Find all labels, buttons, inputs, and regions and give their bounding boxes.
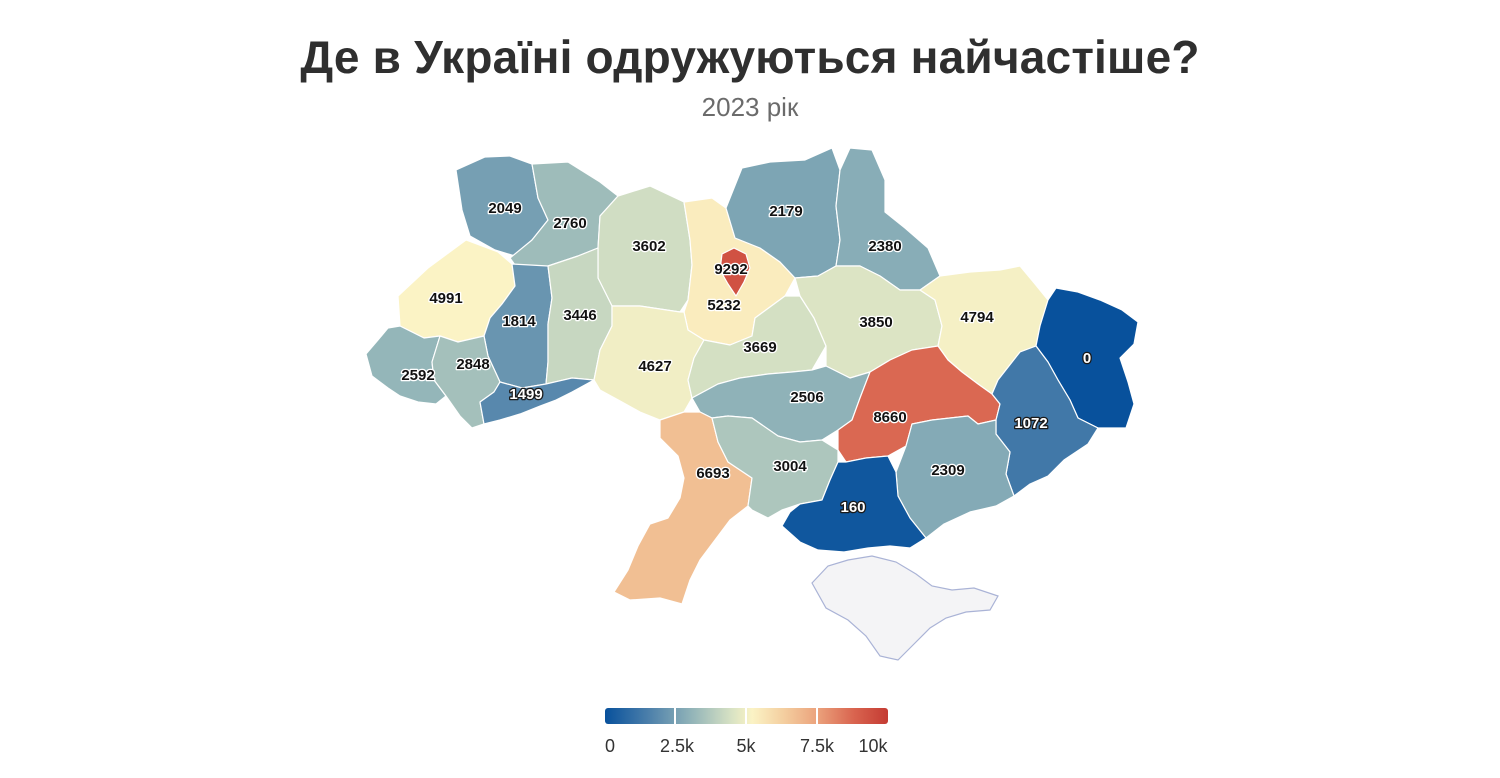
- label-kharkiv: 4794: [960, 309, 994, 326]
- region-kyiv-city[interactable]: [719, 247, 751, 297]
- label-khmelnytskyi: 3446: [563, 307, 596, 324]
- legend-label: 2.5k: [659, 736, 695, 756]
- region-crimea[interactable]: [811, 555, 999, 661]
- legend-label: 5k: [736, 736, 756, 756]
- legend-label: 0: [604, 736, 616, 756]
- region-zakarpattia[interactable]: [365, 325, 447, 405]
- label-ternopil: 1814: [502, 313, 536, 330]
- label-kherson: 160: [840, 499, 865, 516]
- label-donetsk: 1072: [1014, 415, 1047, 432]
- label-ivano-frankivsk: 2848: [456, 356, 489, 373]
- legend-tick: [674, 708, 676, 724]
- label-poltava: 3850: [859, 314, 892, 331]
- ukraine-choropleth-map: 2049 2760 3602 9292 5232 2179 2380 4991 …: [365, 147, 1139, 661]
- label-dnipropetrovsk: 8660: [873, 409, 906, 426]
- label-cherkasy: 3669: [743, 339, 776, 356]
- label-zakarpattia: 2592: [401, 367, 434, 384]
- label-chernivtsi: 1499: [509, 386, 542, 403]
- label-vinnytsia: 4627: [638, 358, 671, 375]
- color-legend: 0 2.5k 5k 7.5k 10k: [605, 708, 888, 760]
- legend-tick: [816, 708, 818, 724]
- label-luhansk: 0: [1083, 350, 1091, 367]
- label-chernihiv: 2179: [769, 203, 802, 220]
- label-mykolaiv: 3004: [773, 458, 807, 475]
- legend-label: 7.5k: [799, 736, 835, 756]
- label-kirovohrad: 2506: [790, 389, 823, 406]
- label-zaporizhzhia: 2309: [931, 462, 964, 479]
- region-vinnytsia[interactable]: [593, 305, 705, 421]
- label-rivne: 2760: [553, 215, 586, 232]
- legend-label: 10k: [858, 736, 888, 756]
- label-lviv: 4991: [429, 290, 462, 307]
- region-chernivtsi[interactable]: [479, 377, 595, 425]
- legend-tick: [745, 708, 747, 724]
- page-subtitle: 2023 рік: [701, 92, 799, 122]
- legend-color-bar: [605, 708, 888, 724]
- label-volyn: 2049: [488, 200, 521, 217]
- label-kyiv-city: 9292: [714, 261, 747, 278]
- page-title: Де в Україні одружуються найчастіше?: [300, 31, 1200, 83]
- label-zhytomyr: 3602: [632, 238, 665, 255]
- label-kyiv-oblast: 5232: [707, 297, 740, 314]
- label-sumy: 2380: [868, 238, 901, 255]
- label-odesa: 6693: [696, 465, 729, 482]
- region-kherson[interactable]: [781, 455, 927, 553]
- legend-labels: 0 2.5k 5k 7.5k 10k: [605, 736, 888, 760]
